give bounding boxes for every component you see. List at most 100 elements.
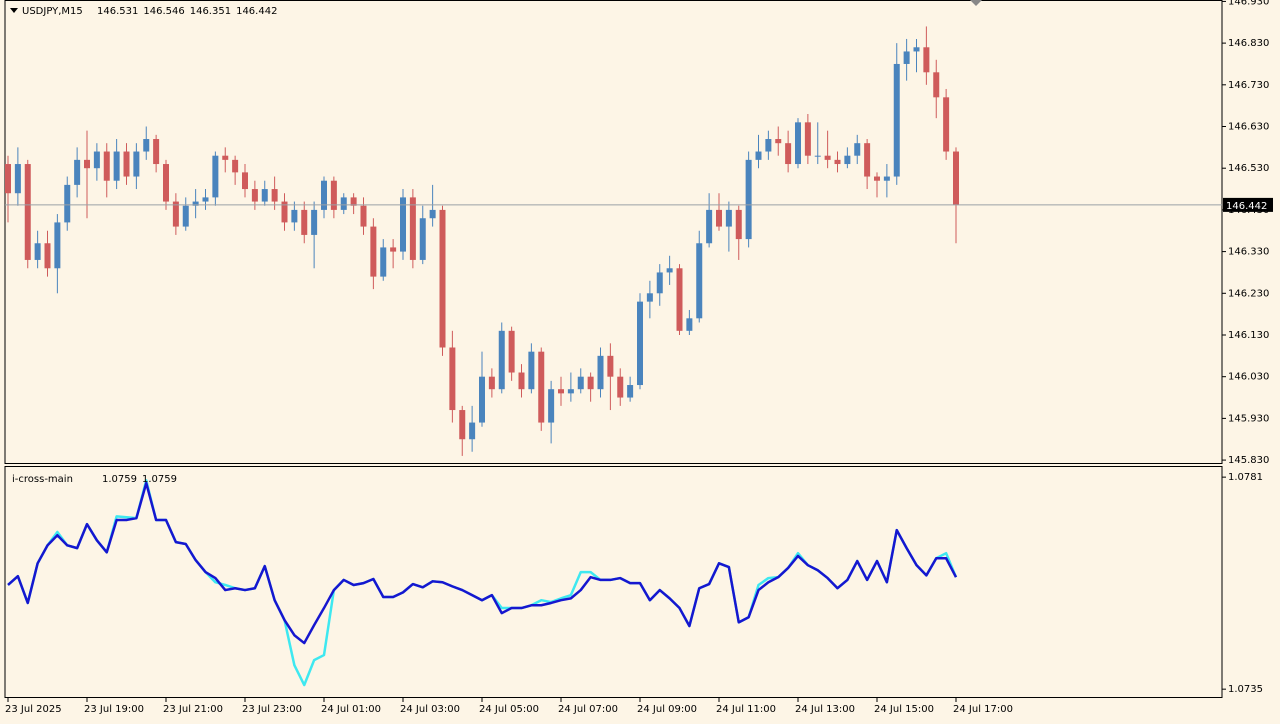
candle-body [498,330,505,390]
indicator-line [7,481,958,645]
candle-body [103,151,110,181]
candle-body [617,376,624,398]
candle-body [54,222,61,269]
header-value: 146.351 [190,6,231,17]
candle-body [143,139,150,152]
y-tick-label: 146.630 [1228,122,1269,133]
x-tick-label: 24 Jul 05:00 [479,704,539,715]
y-tick-label: 145.830 [1228,455,1269,466]
candle-body [113,151,120,181]
candle-body [34,243,41,260]
candle-body [291,209,298,223]
x-tick-label: 24 Jul 01:00 [321,704,381,715]
candle-body [409,197,416,260]
x-tick-label: 24 Jul 09:00 [637,704,697,715]
candle-body [874,176,880,181]
candle-body [370,226,377,277]
y-tick-label: 146.230 [1228,288,1269,299]
candle-body [271,189,278,202]
candle-body [330,180,337,210]
candle-body [607,355,614,377]
shift-marker [970,0,982,6]
candle-body [429,209,436,219]
y-tick-label: 146.730 [1228,80,1269,91]
candle-body [785,143,792,165]
candle-body [646,293,653,302]
candle-body [577,376,584,390]
y-tick-label: 145.930 [1228,413,1269,424]
candle-body [854,143,861,156]
y-tick-label: 146.930 [1228,0,1269,7]
y-tick-label: 1.0781 [1228,472,1263,483]
x-tick-label: 24 Jul 11:00 [716,704,776,715]
candle-body [913,47,920,52]
candle-body [459,410,466,440]
candle-body [558,389,564,394]
y-tick-label: 146.830 [1228,38,1269,49]
candle-body [64,184,71,223]
candle-body [696,243,703,319]
candle-body [814,155,821,157]
candle-body [14,164,21,194]
candle-body [133,151,140,177]
candle-body [725,209,732,227]
candle-body [172,201,179,227]
candle-body [883,176,890,181]
y-tick-label: 146.130 [1228,330,1269,341]
candle-body [449,347,456,411]
x-tick-label: 24 Jul 03:00 [400,704,460,715]
y-tick-label: 1.0735 [1228,684,1263,695]
y-tick-label: 146.030 [1228,372,1269,383]
candle-body [400,197,406,252]
x-tick-label: 23 Jul 21:00 [163,704,223,715]
header-value: 146.531 [97,6,138,17]
header-value: 146.442 [236,6,277,17]
symbol-title: USDJPY,M15 [22,6,83,17]
candle-body [321,180,327,210]
candle-body [745,159,752,240]
candle-body [5,164,11,194]
candle-body [301,209,308,235]
candle-body [74,159,81,185]
candle-body [795,122,801,165]
candle-body [163,164,169,202]
candle-body [597,355,604,390]
candle-body [439,209,446,348]
candle-body [666,268,673,273]
candle-body [123,151,130,177]
x-tick-label: 24 Jul 07:00 [558,704,618,715]
candle-body [804,122,811,156]
candle-body [656,272,663,294]
candle-body [755,151,762,160]
candle-body [686,318,693,331]
main-panel-frame [4,0,1223,464]
candle-body [775,139,782,144]
x-tick-label: 24 Jul 13:00 [795,704,855,715]
candle-body [281,201,288,223]
candle-body [627,385,634,398]
candle-body [84,159,90,169]
candle-body [153,139,160,165]
candle-body [311,209,318,235]
candle-body [735,209,742,240]
candle-body [360,205,367,227]
candle-body [251,189,258,202]
last-price-label: 146.442 [1226,201,1267,212]
candle-body [222,155,229,160]
candle-body [232,159,239,173]
candle-body [548,389,555,423]
candle-body [518,372,525,390]
candle-body [380,247,387,277]
candle-body [637,301,643,386]
candle-body [479,376,485,423]
candle-body [824,155,831,160]
candle-body [242,172,248,190]
candle-body [261,189,268,202]
candle-body [350,197,357,206]
panel-arrow [10,8,18,13]
candle-body [893,63,900,177]
candle-body [765,139,772,152]
candle-body [834,159,841,165]
